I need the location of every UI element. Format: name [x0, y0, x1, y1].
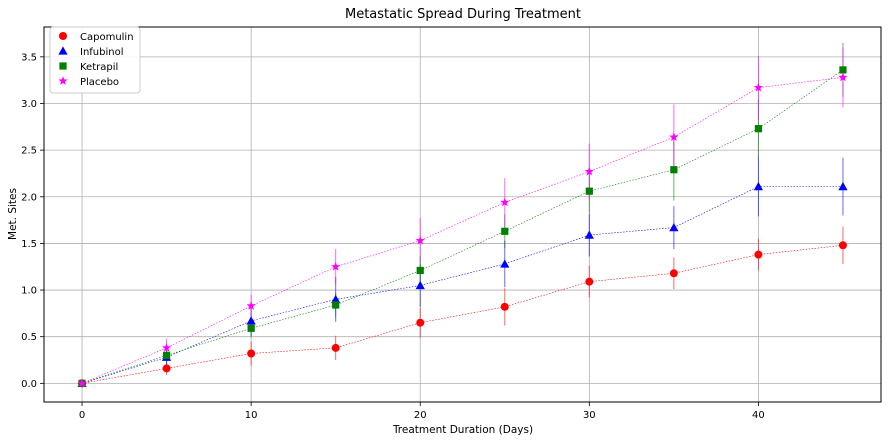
data-point-ketrapil [670, 166, 678, 174]
series-line-ketrapil [81, 69, 844, 384]
y-tick-label: 0.0 [21, 379, 37, 390]
data-point-placebo [584, 166, 594, 176]
y-tick-label: 3.5 [21, 52, 37, 63]
data-points [77, 66, 848, 388]
legend-marker-ketrapil [59, 62, 67, 70]
data-point-placebo [162, 343, 172, 352]
y-tick-label: 0.5 [21, 332, 37, 343]
y-tick-label: 1.0 [21, 286, 37, 297]
chart-title: Metastatic Spread During Treatment [345, 7, 581, 22]
data-point-placebo [500, 197, 510, 207]
y-tick-label: 2.5 [21, 146, 37, 157]
x-axis-ticks: 0 10 20 30 40 [79, 402, 765, 421]
data-point-infubinol [331, 294, 341, 304]
legend-entry-ketrapil: Ketrapil [59, 62, 118, 73]
data-point-infubinol [838, 181, 848, 191]
data-point-capomulin [838, 241, 847, 250]
legend-marker-placebo [58, 76, 68, 85]
legend-marker-infubinol [58, 46, 68, 55]
data-point-placebo [838, 72, 848, 82]
x-tick-label: 20 [414, 410, 427, 421]
data-point-ketrapil [416, 266, 424, 275]
data-point-ketrapil [754, 125, 763, 133]
data-point-infubinol [415, 280, 425, 290]
legend-marker-capomulin [59, 32, 67, 40]
data-point-capomulin [416, 318, 425, 327]
data-point-placebo [415, 235, 425, 245]
grid-lines [44, 27, 881, 402]
y-axis-ticks: 0.0 0.5 1.0 1.5 2.0 2.5 3.0 3.5 [21, 52, 44, 390]
series-line-infubinol [81, 186, 843, 384]
data-point-capomulin [247, 349, 256, 358]
data-point-capomulin [331, 343, 340, 352]
data-point-capomulin [669, 269, 678, 278]
plot-frame [43, 26, 882, 403]
data-point-capomulin [585, 277, 594, 286]
y-tick-label: 2.0 [21, 192, 37, 203]
data-point-ketrapil [501, 227, 509, 235]
x-tick-label: 40 [752, 410, 765, 421]
series-lines [81, 69, 844, 384]
x-tick-label: 0 [79, 410, 85, 421]
series-line-placebo [81, 77, 843, 384]
data-point-infubinol [584, 230, 594, 239]
legend-entry-capomulin: Capomulin [59, 32, 134, 43]
data-point-placebo [669, 132, 679, 141]
data-point-ketrapil [585, 187, 593, 195]
x-tick-label: 10 [245, 410, 258, 421]
y-tick-label: 1.5 [21, 239, 37, 250]
legend-entry-infubinol: Infubinol [58, 46, 124, 58]
legend-box [49, 26, 141, 94]
legend-label-infubinol: Infubinol [80, 47, 124, 58]
legend: Capomulin Infubinol Ketrapil Placebo [49, 26, 141, 94]
data-point-infubinol [753, 181, 764, 191]
data-point-placebo [77, 378, 87, 388]
legend-entry-placebo: Placebo [58, 76, 119, 88]
series-line-capomulin [81, 244, 843, 384]
y-axis-label: Met. Sites [7, 188, 19, 240]
error-bars [166, 42, 844, 375]
data-point-ketrapil [332, 301, 340, 309]
data-point-placebo [246, 301, 256, 310]
data-point-infubinol [246, 316, 256, 325]
data-point-placebo [753, 82, 763, 92]
data-point-ketrapil [247, 324, 255, 332]
y-tick-label: 3.0 [21, 99, 37, 110]
data-point-capomulin [500, 302, 509, 311]
data-point-capomulin [162, 364, 171, 373]
legend-label-placebo: Placebo [80, 77, 119, 88]
data-point-placebo [331, 261, 341, 271]
data-point-ketrapil [839, 66, 847, 74]
data-point-ketrapil [162, 351, 171, 359]
x-axis-label: Treatment Duration (Days) [392, 424, 533, 436]
legend-label-capomulin: Capomulin [80, 32, 134, 43]
data-point-infubinol [669, 222, 679, 232]
x-tick-label: 30 [583, 410, 596, 421]
data-point-capomulin [754, 250, 763, 259]
legend-label-ketrapil: Ketrapil [80, 62, 118, 73]
data-point-infubinol [500, 259, 510, 268]
